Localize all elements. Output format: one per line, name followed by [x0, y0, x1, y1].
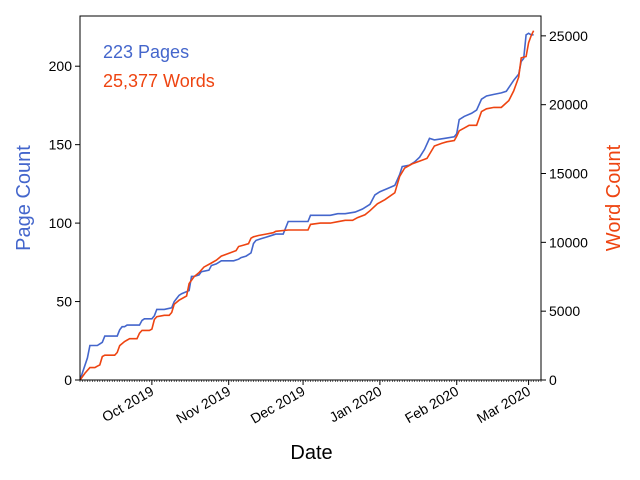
x-tick-label: Dec 2019: [248, 383, 308, 427]
x-axis-title: Date: [290, 442, 332, 464]
series-line-pages: [79, 32, 534, 381]
x-tick-label: Oct 2019: [99, 383, 156, 425]
right-axis-title: Word Count: [603, 144, 625, 251]
pages-total-annotation: 223 Pages: [103, 42, 189, 62]
words-total-annotation: 25,377 Words: [103, 71, 215, 91]
left-tick-label: 0: [64, 372, 72, 388]
right-tick-label: 20000: [549, 97, 588, 113]
right-tick-label: 0: [549, 372, 557, 388]
left-axis-title: Page Count: [13, 145, 35, 251]
right-axis: 0 5000 10000 15000 20000 25000: [541, 28, 588, 388]
x-tick-label: Mar 2020: [474, 383, 533, 427]
right-tick-label: 25000: [549, 28, 588, 44]
x-axis: Oct 2019 Nov 2019 Dec 2019 Jan 2020 Feb 2020…: [79, 380, 542, 427]
right-tick-label: 15000: [549, 166, 588, 182]
left-tick-label: 200: [49, 58, 73, 74]
x-tick-label: Jan 2020: [327, 383, 385, 426]
series-layer: [79, 30, 535, 381]
left-tick-label: 150: [49, 137, 73, 153]
right-tick-label: 10000: [549, 234, 588, 250]
series-line-words: [79, 30, 535, 381]
left-axis: 0 50 100 150 200: [49, 58, 80, 388]
right-tick-label: 5000: [549, 303, 580, 319]
x-tick-label: Nov 2019: [173, 383, 233, 427]
left-tick-label: 100: [49, 215, 73, 231]
left-tick-label: 50: [56, 294, 72, 310]
x-tick-label: Feb 2020: [402, 383, 461, 427]
